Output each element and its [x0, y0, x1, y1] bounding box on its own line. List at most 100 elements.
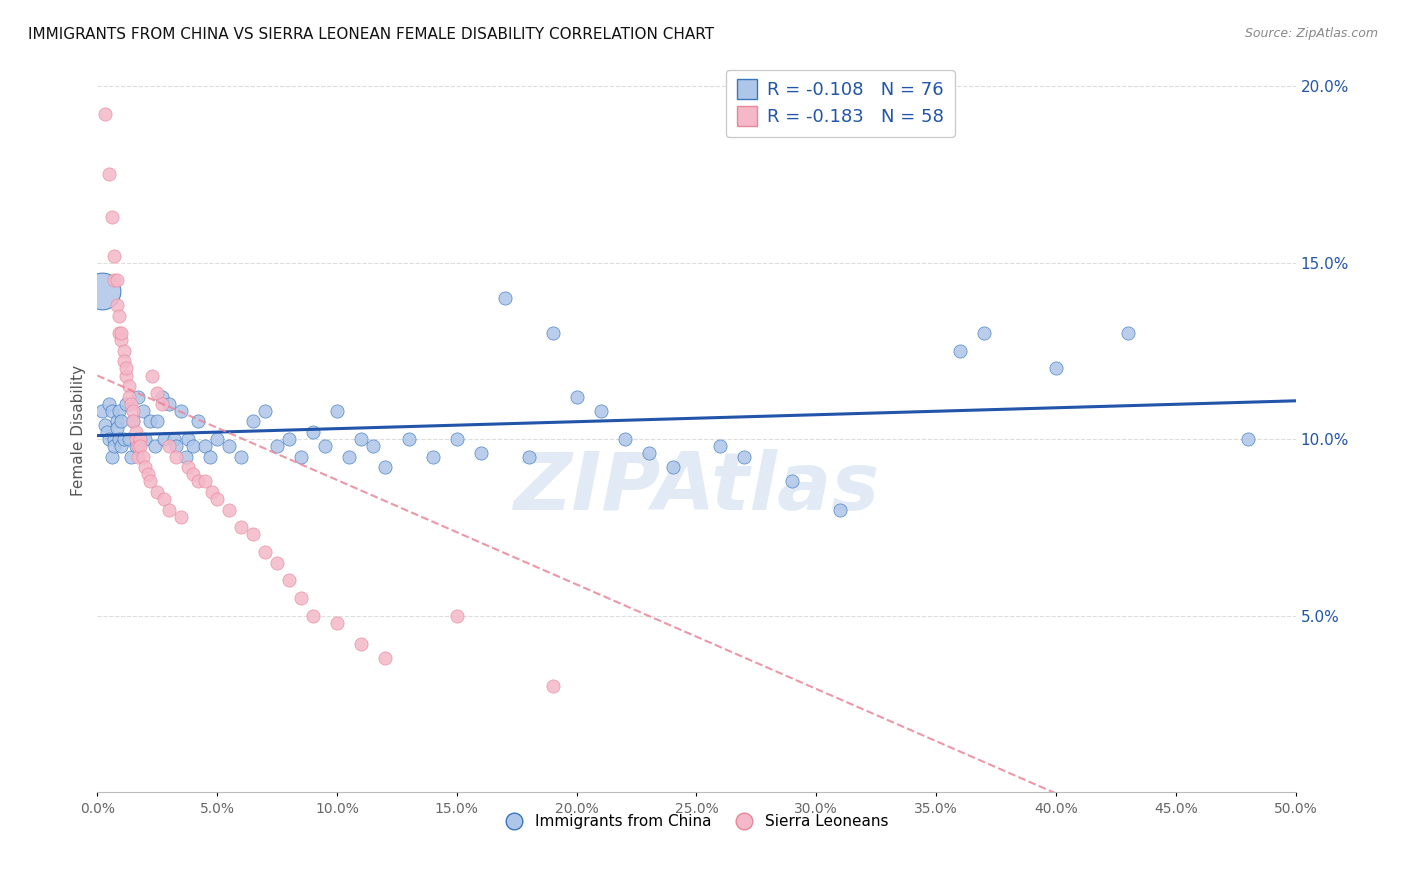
Point: [103, 439, 125, 453]
Text: ZIPAtlas: ZIPAtlas: [513, 449, 880, 527]
Point: [129, 439, 152, 453]
Point: [613, 432, 636, 446]
Point: [290, 591, 312, 605]
Point: [661, 460, 683, 475]
Point: [108, 326, 131, 341]
Point: [105, 421, 128, 435]
Point: [266, 556, 288, 570]
Point: [125, 432, 148, 446]
Point: [830, 502, 852, 516]
Point: [98, 432, 121, 446]
Point: [146, 485, 169, 500]
Point: [134, 460, 156, 475]
Point: [150, 390, 173, 404]
Point: [98, 397, 121, 411]
Point: [143, 439, 166, 453]
Point: [254, 545, 277, 559]
Point: [973, 326, 995, 341]
Point: [290, 450, 312, 464]
Point: [541, 326, 564, 341]
Point: [1236, 432, 1258, 446]
Point: [302, 425, 325, 439]
Point: [177, 460, 200, 475]
Point: [541, 679, 564, 693]
Point: [108, 309, 131, 323]
Point: [194, 439, 217, 453]
Point: [100, 210, 122, 224]
Point: [1116, 326, 1139, 341]
Point: [100, 450, 122, 464]
Point: [218, 439, 240, 453]
Point: [100, 404, 122, 418]
Point: [1045, 361, 1067, 376]
Point: [153, 432, 176, 446]
Point: [374, 460, 396, 475]
Point: [361, 439, 384, 453]
Point: [187, 414, 209, 428]
Point: [91, 404, 114, 418]
Point: [446, 608, 468, 623]
Point: [110, 439, 132, 453]
Point: [127, 390, 149, 404]
Point: [115, 397, 138, 411]
Point: [141, 368, 163, 383]
Point: [157, 397, 180, 411]
Point: [127, 450, 149, 464]
Point: [181, 467, 204, 482]
Point: [242, 527, 264, 541]
Point: [201, 485, 224, 500]
Point: [782, 475, 804, 489]
Point: [218, 502, 240, 516]
Point: [254, 404, 277, 418]
Point: [120, 450, 142, 464]
Point: [117, 379, 139, 393]
Point: [337, 450, 360, 464]
Point: [129, 432, 152, 446]
Point: [350, 432, 373, 446]
Point: [112, 343, 135, 358]
Point: [146, 386, 169, 401]
Point: [132, 404, 155, 418]
Point: [278, 573, 301, 587]
Point: [136, 467, 159, 482]
Point: [205, 432, 228, 446]
Point: [470, 446, 492, 460]
Point: [302, 608, 325, 623]
Point: [150, 397, 173, 411]
Point: [110, 333, 132, 347]
Point: [446, 432, 468, 446]
Point: [112, 354, 135, 368]
Point: [187, 475, 209, 489]
Point: [157, 502, 180, 516]
Point: [278, 432, 301, 446]
Point: [205, 491, 228, 506]
Point: [231, 520, 253, 534]
Point: [242, 414, 264, 428]
Point: [170, 404, 193, 418]
Point: [125, 425, 148, 439]
Legend: Immigrants from China, Sierra Leoneans: Immigrants from China, Sierra Leoneans: [498, 808, 894, 835]
Point: [374, 651, 396, 665]
Point: [93, 107, 115, 121]
Point: [122, 404, 145, 418]
Point: [165, 450, 187, 464]
Point: [153, 491, 176, 506]
Point: [157, 439, 180, 453]
Point: [174, 450, 197, 464]
Point: [98, 168, 121, 182]
Point: [108, 404, 131, 418]
Point: [103, 248, 125, 262]
Point: [266, 439, 288, 453]
Text: IMMIGRANTS FROM CHINA VS SIERRA LEONEAN FEMALE DISABILITY CORRELATION CHART: IMMIGRANTS FROM CHINA VS SIERRA LEONEAN …: [28, 27, 714, 42]
Point: [115, 361, 138, 376]
Point: [637, 446, 659, 460]
Point: [103, 273, 125, 287]
Point: [115, 368, 138, 383]
Point: [165, 439, 187, 453]
Point: [108, 432, 131, 446]
Point: [314, 439, 336, 453]
Point: [139, 414, 162, 428]
Point: [112, 432, 135, 446]
Point: [177, 432, 200, 446]
Point: [105, 273, 128, 287]
